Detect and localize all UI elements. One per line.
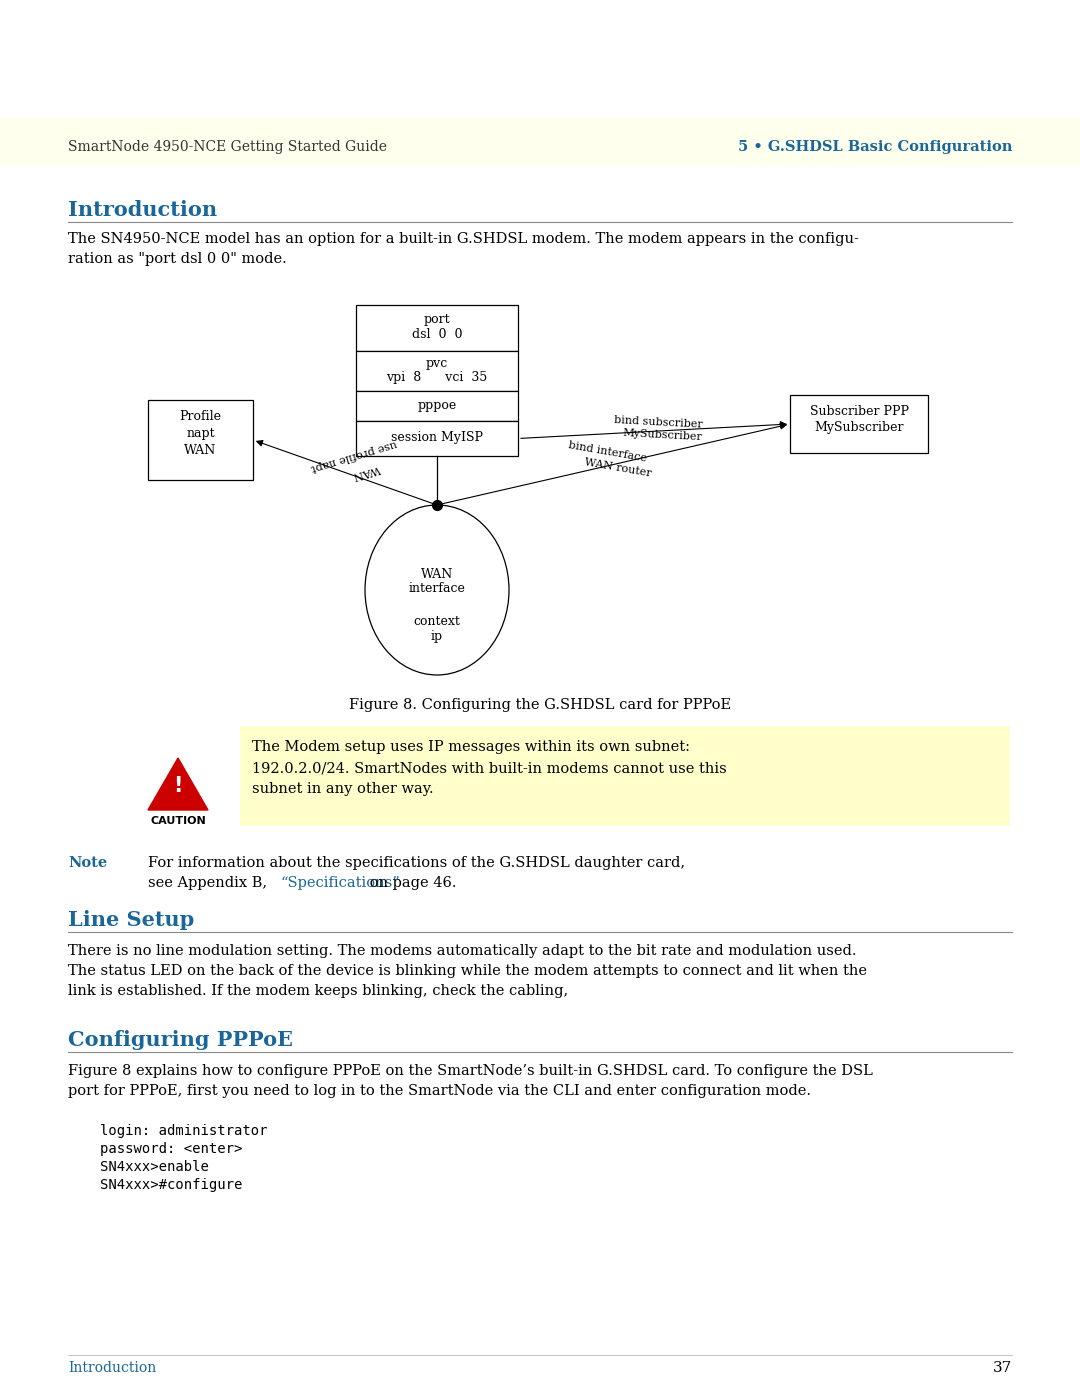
Text: Subscriber PPP: Subscriber PPP [810,405,908,418]
Ellipse shape [365,504,509,675]
Text: vpi  8      vci  35: vpi 8 vci 35 [387,372,488,384]
Text: Introduction: Introduction [68,200,217,219]
Text: context: context [414,615,460,629]
Text: pppoe: pppoe [417,400,457,412]
Polygon shape [145,754,211,812]
Text: port for PPPoE, first you need to log in to the SmartNode via the CLI and enter : port for PPPoE, first you need to log in… [68,1084,811,1098]
Polygon shape [148,759,208,810]
Text: napt: napt [186,427,215,440]
Text: session MyISP: session MyISP [391,432,483,444]
Text: For information about the specifications of the G.SHDSL daughter card,: For information about the specifications… [148,856,685,870]
Text: bind subscriber: bind subscriber [615,415,703,430]
Text: SN4xxx>#configure: SN4xxx>#configure [100,1178,242,1192]
Text: 192.0.2.0/24. SmartNodes with built-in modems cannot use this: 192.0.2.0/24. SmartNodes with built-in m… [252,761,727,775]
Text: !: ! [173,775,183,796]
Text: on page 46.: on page 46. [365,876,457,890]
Text: 37: 37 [993,1361,1012,1375]
FancyBboxPatch shape [356,420,518,455]
FancyBboxPatch shape [356,305,518,351]
Text: SN4xxx>enable: SN4xxx>enable [100,1160,208,1173]
Text: WAN: WAN [421,569,454,581]
Text: SmartNode 4950-NCE Getting Started Guide: SmartNode 4950-NCE Getting Started Guide [68,140,387,154]
Text: ip: ip [431,630,443,643]
Text: link is established. If the modem keeps blinking, check the cabling,: link is established. If the modem keeps … [68,983,568,997]
Text: Line Setup: Line Setup [68,909,194,930]
FancyBboxPatch shape [789,395,928,453]
Text: subnet in any other way.: subnet in any other way. [252,782,434,796]
Text: see Appendix B,: see Appendix B, [148,876,272,890]
Text: WAN: WAN [185,444,217,457]
FancyBboxPatch shape [240,726,1010,826]
FancyBboxPatch shape [0,117,1080,166]
Text: Introduction: Introduction [68,1361,157,1375]
Text: MySubscriber: MySubscriber [814,420,904,434]
Text: password: <enter>: password: <enter> [100,1141,242,1155]
Text: Figure 8. Configuring the G.SHDSL card for PPPoE: Figure 8. Configuring the G.SHDSL card f… [349,698,731,712]
Text: The Modem setup uses IP messages within its own subnet:: The Modem setup uses IP messages within … [252,740,690,754]
Text: The SN4950-NCE model has an option for a built-in G.SHDSL modem. The modem appea: The SN4950-NCE model has an option for a… [68,232,859,246]
FancyBboxPatch shape [148,400,253,481]
Text: “Specifications”: “Specifications” [280,876,400,890]
Text: The status LED on the back of the device is blinking while the modem attempts to: The status LED on the back of the device… [68,964,867,978]
Text: WAN: WAN [350,462,381,481]
Text: ration as "port dsl 0 0" mode.: ration as "port dsl 0 0" mode. [68,251,287,265]
Text: Configuring PPPoE: Configuring PPPoE [68,1030,293,1051]
Text: use profile napt: use profile napt [310,439,397,474]
Text: dsl  0  0: dsl 0 0 [411,328,462,341]
FancyBboxPatch shape [356,351,518,391]
Text: 5 • G.SHDSL Basic Configuration: 5 • G.SHDSL Basic Configuration [738,140,1012,154]
Text: MySubscriber: MySubscriber [623,427,703,443]
Text: port: port [423,313,450,326]
Text: Figure 8 explains how to configure PPPoE on the SmartNode’s built-in G.SHDSL car: Figure 8 explains how to configure PPPoE… [68,1065,873,1078]
Text: Note: Note [68,856,107,870]
Text: CAUTION: CAUTION [150,816,206,826]
Text: WAN router: WAN router [583,457,652,478]
Text: Profile: Profile [179,409,221,423]
Text: bind interface: bind interface [568,440,648,464]
Text: login: administrator: login: administrator [100,1125,268,1139]
Text: There is no line modulation setting. The modems automatically adapt to the bit r: There is no line modulation setting. The… [68,944,856,958]
FancyBboxPatch shape [356,391,518,420]
Text: pvc: pvc [426,358,448,370]
Text: interface: interface [408,583,465,595]
